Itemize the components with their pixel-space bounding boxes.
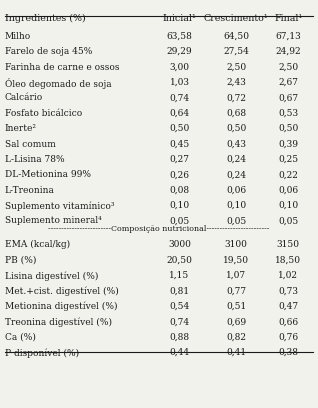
- Text: 0,10: 0,10: [278, 201, 298, 210]
- Text: 0,05: 0,05: [226, 217, 246, 226]
- Text: P disponível (%): P disponível (%): [4, 348, 79, 358]
- Text: 0,26: 0,26: [169, 170, 190, 179]
- Text: 0,68: 0,68: [226, 109, 246, 118]
- Text: 0,06: 0,06: [226, 186, 246, 195]
- Text: 0,69: 0,69: [226, 317, 246, 326]
- Text: 0,81: 0,81: [169, 286, 190, 295]
- Text: 0,50: 0,50: [226, 124, 246, 133]
- Text: 0,76: 0,76: [278, 333, 298, 342]
- Text: Ingredientes (%): Ingredientes (%): [4, 13, 85, 23]
- Text: 0,88: 0,88: [169, 333, 190, 342]
- Text: 24,92: 24,92: [275, 47, 301, 56]
- Text: DL-Metionina 99%: DL-Metionina 99%: [4, 170, 91, 179]
- Text: 0,05: 0,05: [278, 217, 298, 226]
- Text: Calcário: Calcário: [4, 93, 43, 102]
- Text: Met.+cist. digestível (%): Met.+cist. digestível (%): [4, 286, 118, 296]
- Text: 0,72: 0,72: [226, 93, 246, 102]
- Text: 0,45: 0,45: [169, 140, 190, 149]
- Text: Lisina digestível (%): Lisina digestível (%): [4, 271, 98, 281]
- Text: Treonina digestível (%): Treonina digestível (%): [4, 317, 112, 327]
- Text: 0,47: 0,47: [278, 302, 298, 311]
- Text: Suplemento vitamínico³: Suplemento vitamínico³: [4, 201, 114, 211]
- Text: 0,74: 0,74: [169, 317, 190, 326]
- Text: 0,39: 0,39: [278, 140, 298, 149]
- Text: 64,50: 64,50: [223, 32, 249, 41]
- Text: 0,82: 0,82: [226, 333, 246, 342]
- Text: 0,43: 0,43: [226, 140, 246, 149]
- Text: Milho: Milho: [4, 32, 31, 41]
- Text: 1,07: 1,07: [226, 271, 246, 280]
- Text: 2,67: 2,67: [278, 78, 298, 87]
- Text: L-Lisina 78%: L-Lisina 78%: [4, 155, 64, 164]
- Text: 0,54: 0,54: [169, 302, 190, 311]
- Text: 3000: 3000: [168, 240, 191, 249]
- Text: Fosfato bicálcico: Fosfato bicálcico: [4, 109, 82, 118]
- Text: 20,50: 20,50: [167, 256, 192, 265]
- Text: 18,50: 18,50: [275, 256, 301, 265]
- Text: 67,13: 67,13: [275, 32, 301, 41]
- Text: 0,08: 0,08: [169, 186, 190, 195]
- Text: 0,27: 0,27: [169, 155, 190, 164]
- Text: 2,43: 2,43: [226, 78, 246, 87]
- Text: 1,03: 1,03: [169, 78, 190, 87]
- Text: EMA (kcal/kg): EMA (kcal/kg): [4, 240, 70, 249]
- Text: L-Treonina: L-Treonina: [4, 186, 54, 195]
- Text: 0,50: 0,50: [278, 124, 298, 133]
- Text: 0,06: 0,06: [278, 186, 298, 195]
- Text: 27,54: 27,54: [223, 47, 249, 56]
- Text: Óleo degomado de soja: Óleo degomado de soja: [4, 78, 111, 89]
- Text: 2,50: 2,50: [226, 62, 246, 71]
- Text: Farinha de carne e ossos: Farinha de carne e ossos: [4, 62, 119, 71]
- Text: 0,22: 0,22: [278, 170, 298, 179]
- Text: 0,25: 0,25: [278, 155, 298, 164]
- Text: 0,53: 0,53: [278, 109, 298, 118]
- Text: ------------------------Composição nutricional------------------------: ------------------------Composição nutri…: [48, 225, 270, 233]
- Text: 2,50: 2,50: [278, 62, 298, 71]
- Text: Ca (%): Ca (%): [4, 333, 35, 342]
- Text: Metionina digestível (%): Metionina digestível (%): [4, 302, 117, 311]
- Text: 0,24: 0,24: [226, 155, 246, 164]
- Text: Inerte²: Inerte²: [4, 124, 37, 133]
- Text: 63,58: 63,58: [167, 32, 192, 41]
- Text: 0,67: 0,67: [278, 93, 298, 102]
- Text: Final¹: Final¹: [274, 13, 302, 22]
- Text: 3100: 3100: [225, 240, 248, 249]
- Text: 0,10: 0,10: [169, 201, 190, 210]
- Text: 3150: 3150: [277, 240, 300, 249]
- Text: 0,51: 0,51: [226, 302, 246, 311]
- Text: Suplemento mineral⁴: Suplemento mineral⁴: [4, 217, 101, 226]
- Text: 19,50: 19,50: [223, 256, 249, 265]
- Text: 0,05: 0,05: [169, 217, 190, 226]
- Text: PB (%): PB (%): [4, 256, 36, 265]
- Text: Crescimento¹: Crescimento¹: [204, 13, 268, 22]
- Text: Inicial¹: Inicial¹: [162, 13, 196, 22]
- Text: 1,15: 1,15: [169, 271, 190, 280]
- Text: 3,00: 3,00: [169, 62, 190, 71]
- Text: 0,66: 0,66: [278, 317, 298, 326]
- Text: 0,74: 0,74: [169, 93, 190, 102]
- Text: 0,38: 0,38: [278, 348, 298, 357]
- Text: 0,77: 0,77: [226, 286, 246, 295]
- Text: 0,50: 0,50: [169, 124, 190, 133]
- Text: Sal comum: Sal comum: [4, 140, 55, 149]
- Text: 0,10: 0,10: [226, 201, 246, 210]
- Text: 0,64: 0,64: [169, 109, 190, 118]
- Text: 0,24: 0,24: [226, 170, 246, 179]
- Text: 0,41: 0,41: [226, 348, 246, 357]
- Text: 0,44: 0,44: [169, 348, 190, 357]
- Text: 1,02: 1,02: [278, 271, 298, 280]
- Text: 29,29: 29,29: [167, 47, 192, 56]
- Text: Farelo de soja 45%: Farelo de soja 45%: [4, 47, 92, 56]
- Text: 0,73: 0,73: [278, 286, 298, 295]
